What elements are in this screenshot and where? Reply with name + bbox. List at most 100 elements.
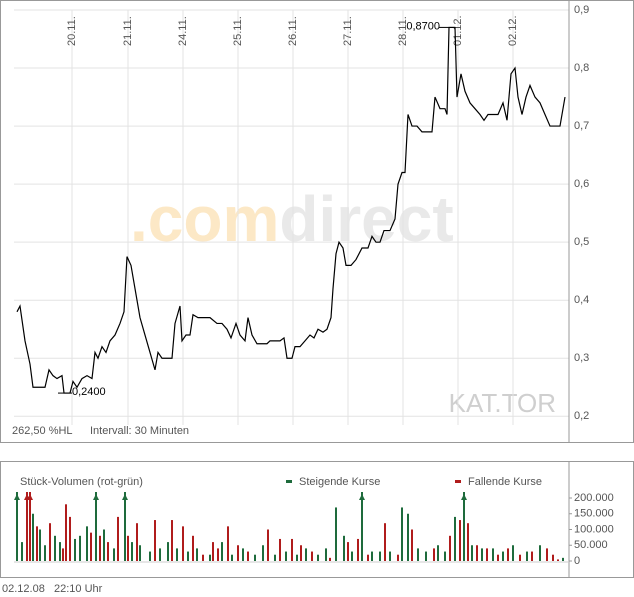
bars	[16, 492, 564, 561]
y-tick-label: 0,5	[574, 236, 589, 248]
info: 262,50 %HL	[12, 425, 73, 437]
y-tick-label: 0,9	[574, 4, 589, 16]
volume-bar	[397, 554, 399, 561]
volume-bar	[329, 557, 331, 561]
volume-bar	[227, 526, 229, 561]
volume-bar	[192, 535, 194, 561]
volume-bar	[167, 542, 169, 561]
overflow-arrow	[27, 494, 33, 500]
x-tick-label: 28.11.	[397, 16, 409, 46]
volume-bar	[117, 516, 119, 561]
x-tick-label: 25.11.	[232, 16, 244, 46]
volume-bar	[107, 542, 109, 561]
watermark: .comdirect	[130, 183, 454, 255]
x-tick-label: 27.11.	[342, 16, 354, 46]
volume-bar	[187, 551, 189, 561]
volume-bar	[209, 554, 211, 561]
y-tick-label: 0,6	[574, 178, 589, 190]
volume-bar	[39, 529, 41, 561]
volume-bar	[305, 548, 307, 561]
x-tick-label: 26.11.	[287, 16, 299, 46]
volume-bar	[69, 516, 71, 561]
volume-bar	[59, 542, 61, 561]
overflow-arrow	[14, 494, 20, 500]
volume-bar	[242, 548, 244, 561]
volume-bar	[171, 520, 173, 561]
price-line	[16, 26, 566, 394]
volume-bar	[519, 554, 521, 561]
volume-bar	[347, 542, 349, 561]
volume-bar	[196, 548, 198, 561]
volume-bar	[99, 535, 101, 561]
volume-bar	[237, 545, 239, 561]
volume-bar	[202, 554, 204, 561]
volume-bar	[335, 507, 337, 561]
volume-bar	[497, 554, 499, 561]
y-tick-label: 0,3	[574, 352, 589, 364]
volume-bar	[411, 529, 413, 561]
volume-bar	[449, 535, 451, 561]
volume-bar	[325, 548, 327, 561]
y-tick-label: 0	[574, 555, 580, 567]
volume-bar	[254, 554, 256, 561]
annotation: 0,8700	[406, 20, 440, 32]
volume-bar	[74, 538, 76, 561]
x-tick-label: 20.11.	[66, 16, 78, 46]
volume-bar	[113, 548, 115, 561]
overflow-arrow	[461, 494, 467, 500]
legend-swatch	[455, 480, 461, 483]
volume-bar	[16, 492, 18, 561]
volume-bar	[212, 542, 214, 561]
watermark-part: direct	[279, 183, 453, 255]
volume-bar	[389, 551, 391, 561]
volume-bar	[425, 551, 427, 561]
volume-bar	[371, 551, 373, 561]
volume-bar	[317, 554, 319, 561]
volume-bar	[343, 535, 345, 561]
volume-bar	[433, 548, 435, 561]
legend-swatch	[286, 480, 292, 483]
volume-bar	[159, 548, 161, 561]
volume-bar	[54, 535, 56, 561]
volume-bar	[221, 542, 223, 561]
x-tick-label: 02.12.	[507, 15, 519, 46]
volume-bar	[103, 529, 105, 561]
y-tick-label: 200.000	[574, 492, 614, 504]
volume-bar	[79, 535, 81, 561]
volume-bar	[274, 554, 276, 561]
volume-bar	[86, 526, 88, 561]
volume-bar	[291, 538, 293, 561]
volume-bar	[124, 492, 126, 561]
volume-bar	[384, 523, 386, 561]
volume-bar	[217, 548, 219, 561]
volume-bar	[467, 523, 469, 561]
info: Intervall: 30 Minuten	[90, 425, 189, 437]
volume-bar	[44, 545, 46, 561]
y-tick-label: 0,8	[574, 62, 589, 74]
volume-bar	[231, 554, 233, 561]
volume-bar	[154, 520, 156, 561]
volume-bar	[401, 507, 403, 561]
x-tick-label: 21.11.	[122, 16, 134, 46]
volume-bar	[95, 492, 97, 561]
volume-bar	[444, 551, 446, 561]
volume-bar	[476, 545, 478, 561]
chart-title: Stück-Volumen (rot-grün)	[20, 476, 143, 488]
volume-bar	[463, 492, 465, 561]
volume-bar	[267, 529, 269, 561]
price-panel	[0, 0, 634, 443]
y-tick-label: 0,4	[574, 294, 589, 306]
volume-bar	[26, 492, 28, 561]
volume-bar	[262, 545, 264, 561]
volume-bar	[176, 548, 178, 561]
volume-bar	[531, 551, 533, 561]
volume-bar	[361, 492, 363, 561]
overflow-arrow	[122, 494, 128, 500]
volume-bar	[247, 551, 249, 561]
volume-bar	[311, 551, 313, 561]
y-tick-label: 0,7	[574, 120, 589, 132]
volume-bar	[539, 545, 541, 561]
volume-bar	[36, 526, 38, 561]
